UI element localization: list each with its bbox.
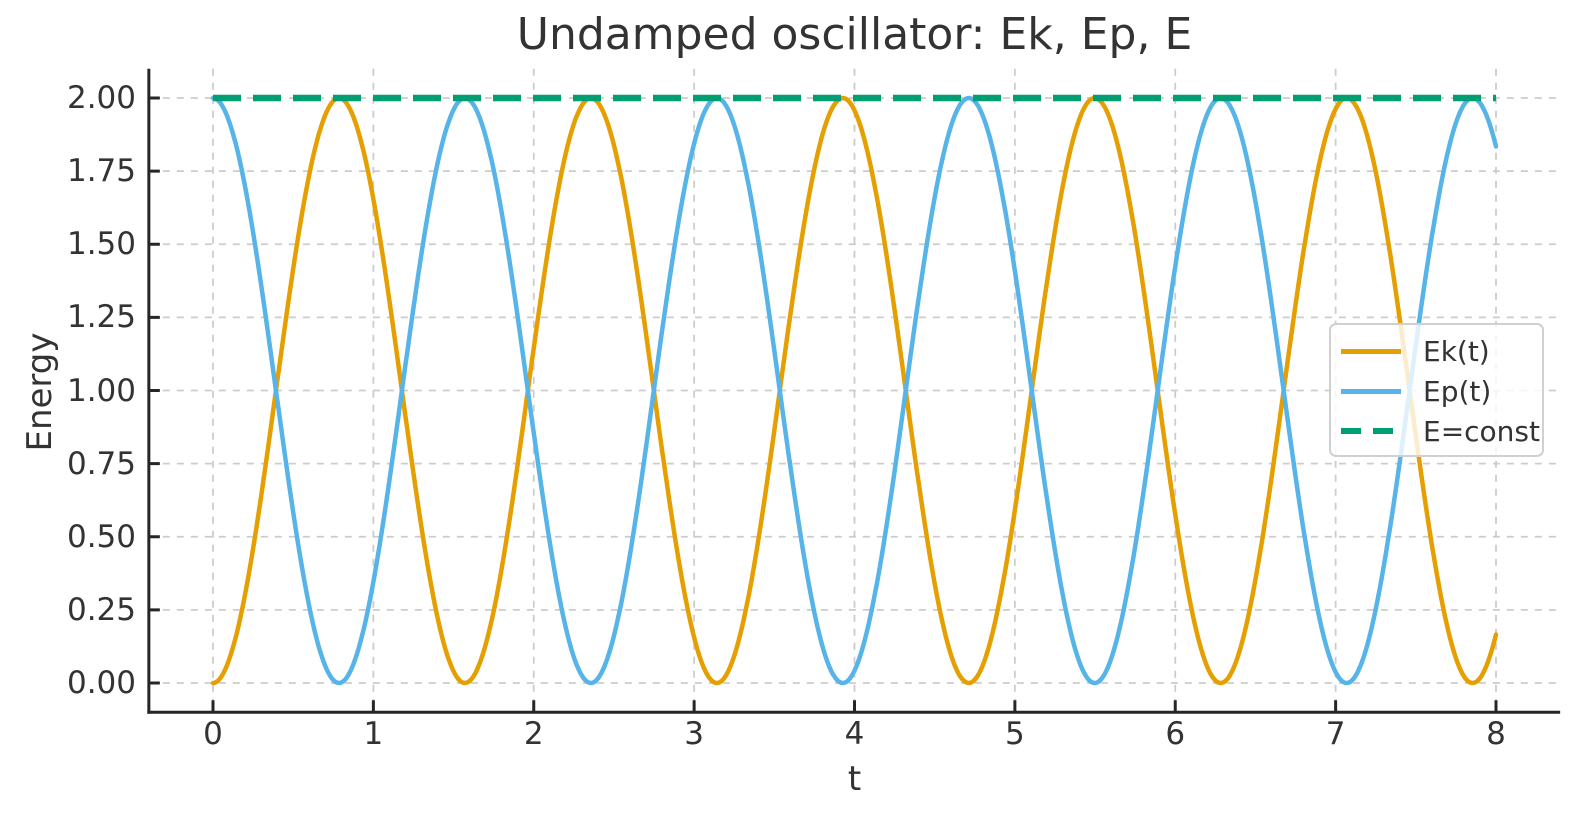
y-tick-label: 0.00 [66,665,136,701]
legend-item-1: Ep(t) [1341,371,1542,411]
x-tick-label: 2 [523,716,544,752]
y-tick-label: 1.25 [66,299,136,336]
x-axis-label: t [847,759,862,799]
x-tick-label: 6 [1165,716,1186,752]
y-tick-label: 1.50 [66,226,136,263]
y-tick-label: 0.50 [66,518,136,555]
x-tick-label: 4 [844,716,865,752]
legend-label: Ek(t) [1423,334,1490,368]
x-tick-label: 8 [1486,716,1506,752]
y-tick-label: 0.25 [66,591,136,628]
x-tick-label: 0 [203,716,223,752]
y-tick-label: 0.75 [66,445,136,482]
x-tick-label: 1 [363,716,384,752]
series-line-1 [210,95,1499,686]
legend-item-2: E=const [1341,411,1542,451]
legend-swatch [1341,428,1401,434]
legend-item-0: Ek(t) [1341,331,1542,371]
x-tick-label: 7 [1325,716,1346,752]
y-tick-label: 1.75 [66,153,136,190]
legend-label: E=const [1423,414,1540,448]
chart-title: Undamped oscillator: Ek, Ep, E [516,9,1193,60]
x-tick-label: 3 [684,716,704,752]
y-tick-label: 1.00 [66,372,136,409]
series-line-0 [210,95,1499,686]
legend-swatch [1341,388,1401,394]
legend: Ek(t) Ep(t) E=const [1329,323,1544,457]
y-tick-label: 2.00 [66,80,136,116]
legend-swatch [1341,348,1401,354]
x-tick-label: 5 [1005,716,1025,752]
legend-label: Ep(t) [1423,374,1492,408]
